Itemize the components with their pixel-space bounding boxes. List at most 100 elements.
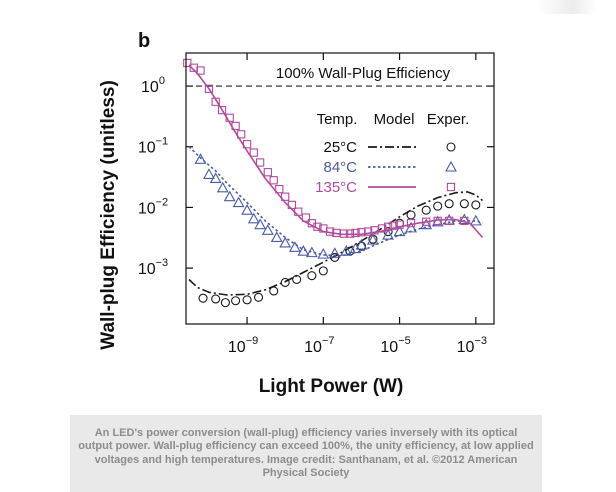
data-point (216, 181, 229, 193)
data-point (406, 210, 416, 220)
y-tick-base: 10 (138, 261, 156, 278)
data-point (301, 213, 311, 222)
data-point (279, 236, 292, 248)
efficiency-chart: b Wall-plug Efficiency (unitless) Light … (98, 30, 495, 397)
data-point (420, 218, 433, 230)
data-point (422, 217, 431, 226)
data-point (307, 271, 317, 281)
model-line (188, 191, 484, 296)
x-tick-exponent: −7 (322, 335, 335, 347)
legend: Temp. Model Exper. 25°C 84°C 135°C (315, 111, 469, 196)
series-layer (183, 58, 484, 308)
reference-line-label: 100% Wall-Plug Efficiency (276, 65, 451, 82)
data-point (275, 184, 284, 194)
data-point (242, 295, 252, 305)
y-tick-exponent: −3 (156, 257, 169, 269)
data-point (231, 296, 241, 306)
data-point (270, 231, 283, 242)
data-point (249, 148, 258, 157)
data-point (263, 168, 272, 177)
data-point (288, 241, 301, 252)
data-point (364, 227, 373, 236)
data-point (305, 246, 318, 258)
data-point (280, 277, 290, 288)
data-point (317, 247, 330, 259)
x-tick-base: 10 (304, 339, 322, 356)
data-point (261, 224, 274, 235)
data-point (459, 199, 469, 209)
plot-frame (185, 52, 495, 325)
data-point (444, 199, 454, 209)
legend-marker (446, 182, 456, 192)
data-point (378, 224, 387, 233)
data-point (269, 286, 279, 296)
x-tick-label: 10−3 (457, 335, 487, 356)
data-point (366, 233, 379, 245)
data-point (204, 84, 214, 93)
data-point (433, 201, 443, 211)
data-point (318, 266, 328, 276)
data-point (254, 218, 267, 230)
data-point (183, 58, 192, 68)
y-axis-label: Wall-plug Efficiency (unitless) (98, 80, 119, 350)
data-point (395, 220, 404, 229)
data-point (313, 222, 322, 231)
y-tick-label: 10−2 (138, 196, 168, 217)
data-point (405, 221, 417, 233)
y-tick-base: 10 (138, 200, 156, 217)
data-point (255, 158, 265, 167)
data-point (287, 200, 297, 210)
x-axis-label: Light Power (W) (259, 376, 404, 397)
data-point (389, 221, 398, 230)
data-point (345, 229, 355, 238)
data-point (433, 216, 442, 226)
data-point (393, 225, 406, 237)
data-point (203, 168, 215, 179)
data-point (220, 298, 230, 308)
legend-header: Temp. (317, 111, 358, 128)
data-point (254, 292, 264, 302)
data-point (382, 228, 395, 240)
data-point (242, 140, 252, 149)
data-point (383, 222, 393, 231)
x-tick-exponent: −9 (246, 335, 259, 347)
decorative-corner (537, 0, 597, 14)
series-1 (188, 146, 483, 259)
data-point (294, 207, 303, 216)
data-point (297, 245, 310, 256)
y-tick-label: 10−3 (138, 257, 168, 278)
data-point (355, 238, 368, 250)
y-tick-base: 10 (141, 79, 159, 96)
x-tick-exponent: −5 (398, 335, 411, 347)
data-point (269, 176, 278, 185)
x-tick-label: 10−9 (228, 335, 258, 356)
x-tick-base: 10 (228, 339, 246, 356)
data-point (339, 229, 349, 238)
y-tick-base: 10 (138, 140, 156, 157)
x-tick-base: 10 (457, 339, 475, 356)
y-tick-label: 100 (141, 75, 165, 96)
legend-marker (445, 160, 457, 172)
data-point (340, 245, 353, 256)
data-point (223, 190, 236, 202)
data-point (328, 247, 341, 258)
data-point (325, 227, 335, 236)
legend-header: Model (374, 111, 415, 128)
legend-label: 84°C (323, 159, 357, 176)
legend-label: 135°C (315, 179, 357, 196)
data-point (194, 153, 207, 164)
x-tick-label: 10−5 (380, 335, 410, 356)
data-point (469, 214, 482, 226)
data-point (217, 106, 227, 115)
model-line (188, 146, 483, 257)
data-point (198, 293, 208, 303)
x-tick-exponent: −3 (474, 335, 487, 347)
data-point (231, 121, 240, 131)
legend-label: 25°C (323, 139, 357, 156)
caption-text: An LED's power conversion (wall-plug) ef… (78, 426, 534, 480)
legend-header: Exper. (427, 111, 470, 128)
y-tick-exponent: −2 (156, 196, 169, 208)
y-tick-exponent: −1 (156, 136, 169, 148)
data-point (460, 216, 469, 226)
